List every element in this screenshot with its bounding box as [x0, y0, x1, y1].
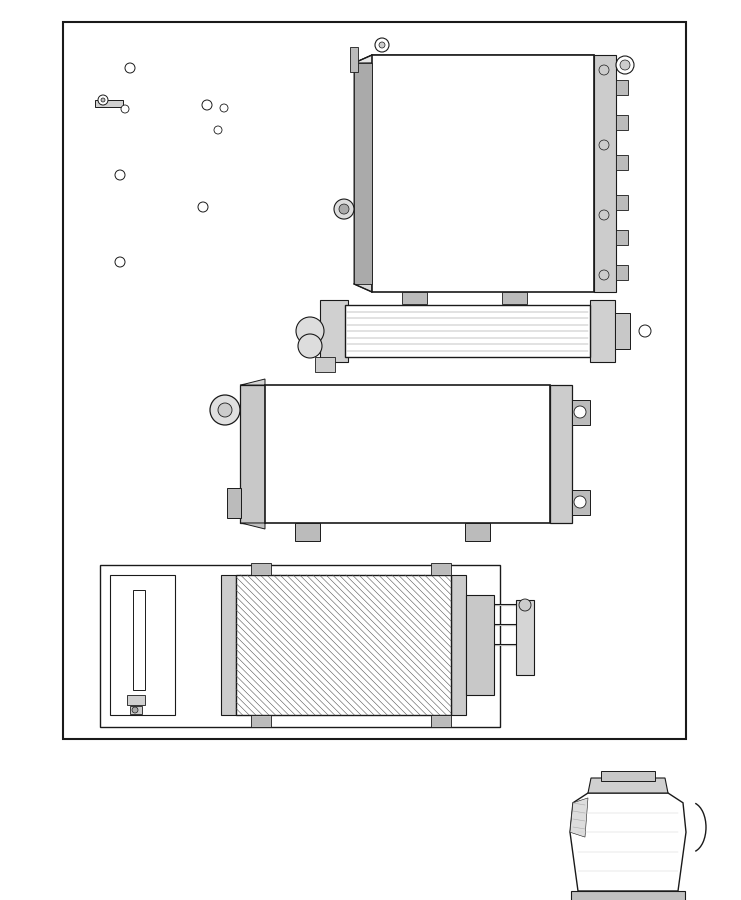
Bar — [616, 265, 628, 280]
Circle shape — [599, 270, 609, 280]
Bar — [227, 488, 241, 518]
Bar — [345, 305, 590, 357]
Bar — [133, 590, 145, 690]
Circle shape — [599, 65, 609, 75]
Bar — [265, 385, 550, 523]
Bar — [350, 47, 358, 72]
Circle shape — [125, 63, 135, 73]
Bar — [451, 575, 466, 715]
Bar — [431, 715, 451, 727]
Circle shape — [101, 98, 105, 102]
Bar — [616, 155, 628, 170]
Polygon shape — [588, 778, 668, 793]
Circle shape — [132, 707, 138, 713]
Circle shape — [339, 204, 349, 214]
Bar — [221, 575, 236, 715]
Bar — [590, 300, 615, 362]
Circle shape — [375, 38, 389, 52]
Bar — [240, 385, 265, 523]
Circle shape — [115, 257, 125, 267]
Circle shape — [214, 126, 222, 134]
Bar — [315, 357, 335, 372]
Circle shape — [620, 60, 630, 70]
Bar — [251, 563, 271, 575]
Bar — [236, 575, 451, 715]
Bar — [466, 595, 494, 695]
Bar — [110, 575, 175, 715]
Bar — [372, 55, 594, 292]
Polygon shape — [240, 379, 265, 385]
Circle shape — [198, 202, 208, 212]
Circle shape — [298, 334, 322, 358]
Bar — [572, 400, 590, 425]
Bar — [516, 600, 534, 675]
Bar — [63, 22, 686, 739]
Circle shape — [220, 104, 228, 112]
Bar — [616, 115, 628, 130]
Bar — [502, 292, 527, 304]
Bar — [251, 715, 271, 727]
Circle shape — [379, 42, 385, 48]
Circle shape — [574, 406, 586, 418]
Bar — [100, 565, 500, 727]
Circle shape — [296, 317, 324, 345]
Bar — [295, 523, 320, 541]
Polygon shape — [570, 793, 686, 891]
Circle shape — [616, 56, 634, 74]
Bar — [616, 195, 628, 210]
Bar — [571, 891, 685, 900]
Bar — [320, 300, 348, 362]
Bar — [601, 771, 655, 781]
Bar — [95, 100, 123, 107]
Polygon shape — [240, 523, 265, 529]
Circle shape — [599, 140, 609, 150]
Bar — [431, 563, 451, 575]
Bar — [465, 523, 490, 541]
Bar — [127, 695, 145, 705]
Circle shape — [334, 199, 354, 219]
Bar — [402, 292, 427, 304]
Circle shape — [210, 395, 240, 425]
Circle shape — [519, 599, 531, 611]
Bar — [550, 385, 572, 523]
Circle shape — [98, 95, 108, 105]
Circle shape — [639, 325, 651, 337]
Polygon shape — [354, 55, 604, 63]
Circle shape — [218, 403, 232, 417]
Bar — [615, 313, 630, 349]
Circle shape — [574, 496, 586, 508]
Circle shape — [599, 210, 609, 220]
Circle shape — [121, 105, 129, 113]
Circle shape — [115, 170, 125, 180]
Polygon shape — [354, 55, 372, 292]
Bar — [354, 63, 372, 284]
Bar — [616, 80, 628, 95]
Bar — [130, 706, 142, 714]
Polygon shape — [570, 798, 588, 837]
Bar — [572, 490, 590, 515]
Bar — [594, 55, 616, 292]
Circle shape — [202, 100, 212, 110]
Bar — [616, 230, 628, 245]
